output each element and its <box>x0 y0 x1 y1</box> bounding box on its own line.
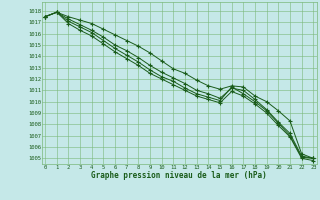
X-axis label: Graphe pression niveau de la mer (hPa): Graphe pression niveau de la mer (hPa) <box>91 171 267 180</box>
